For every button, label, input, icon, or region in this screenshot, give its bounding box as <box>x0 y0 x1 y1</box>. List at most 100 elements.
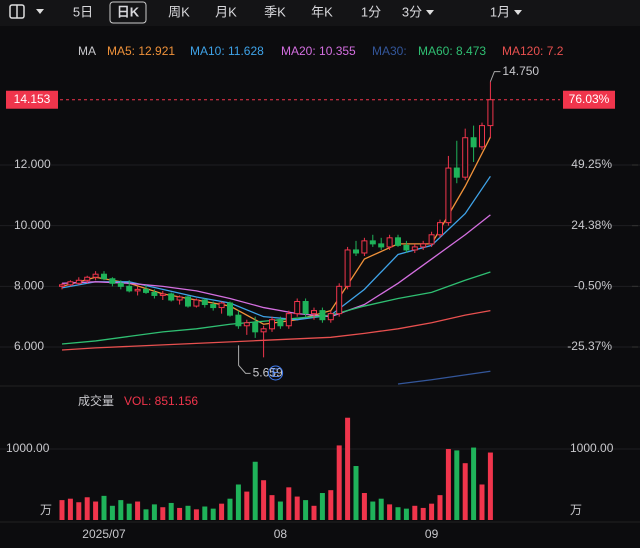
volume-bar <box>412 505 418 520</box>
candle-body <box>285 313 292 327</box>
candle-body <box>218 302 225 309</box>
candle-body <box>487 99 494 127</box>
volume-bar <box>109 505 115 520</box>
candle-body <box>311 310 317 315</box>
candle-body <box>319 310 326 321</box>
candle-body <box>369 240 376 245</box>
volume-unit: 万 <box>40 503 52 517</box>
volume-legend: VOL: 851.156 <box>124 394 198 408</box>
volume-bar <box>235 484 241 520</box>
candle-body <box>151 291 158 296</box>
volume-bar <box>445 448 451 520</box>
candle-body <box>470 137 477 148</box>
tab[interactable]: 1分 <box>361 4 381 19</box>
tab-selected-box <box>109 1 147 24</box>
volume-bar <box>168 502 174 520</box>
volume-bar <box>160 507 166 520</box>
low-label: 5.659 <box>253 366 283 380</box>
dropdown-arrow[interactable] <box>426 10 434 15</box>
candle-body <box>252 322 259 333</box>
candle-body <box>134 288 141 292</box>
tab[interactable]: 1月 <box>490 4 510 19</box>
y-tick-label: 12.000 <box>14 157 51 171</box>
candle-body <box>243 322 250 327</box>
ma-line <box>61 309 491 351</box>
high-leader <box>489 71 501 82</box>
volume-bar <box>269 495 275 520</box>
candle-body <box>302 301 309 315</box>
volume-bar <box>361 493 367 520</box>
candle-body <box>445 167 452 224</box>
candle-body <box>403 244 410 251</box>
candle-body <box>101 273 107 280</box>
volume-bar <box>286 487 292 520</box>
candle-body <box>260 328 267 333</box>
x-tick-label: 2025/07 <box>82 527 126 541</box>
tab[interactable]: 月K <box>215 4 237 19</box>
candle-body <box>269 319 275 330</box>
dropdown-arrow[interactable] <box>36 9 44 14</box>
volume-bar <box>336 445 342 520</box>
tab[interactable]: 日K <box>117 4 140 19</box>
volume-bar <box>487 452 493 520</box>
candle-body <box>453 167 460 178</box>
last-price: 14.153 <box>14 92 51 106</box>
candle-body <box>210 304 217 309</box>
candle-body <box>126 285 133 292</box>
volume-bar <box>479 484 485 520</box>
volume-title: 成交量 <box>78 393 114 408</box>
volume-bar <box>135 501 141 520</box>
volume-bar <box>118 500 124 520</box>
high-label: 14.750 <box>502 64 539 78</box>
volume-bar <box>67 498 73 520</box>
candle-body <box>109 278 116 284</box>
legend-entry: MA20: 10.355 <box>281 44 356 58</box>
event-marker-circle[interactable] <box>268 365 284 381</box>
volume-bar <box>277 501 283 520</box>
candle-body <box>395 237 401 246</box>
candle-body <box>277 319 284 327</box>
candle-body <box>84 276 91 281</box>
candle-body <box>386 237 393 248</box>
volume-bar <box>420 507 426 520</box>
candle-body <box>336 285 343 315</box>
tab[interactable]: 5日 <box>73 4 93 19</box>
event-marker[interactable]: E <box>272 366 280 380</box>
volume-bar <box>454 450 460 520</box>
volume-bar <box>395 507 401 520</box>
candle-body <box>67 281 74 286</box>
volume-bar <box>311 505 317 520</box>
candle-body <box>378 243 385 248</box>
low-leader <box>238 345 251 374</box>
ma-line <box>397 370 491 385</box>
volume-bar <box>429 503 435 520</box>
candle-body <box>361 240 368 254</box>
legend-entry: MA60: 8.473 <box>418 44 486 58</box>
dropdown-arrow[interactable] <box>514 10 522 15</box>
candle-body <box>176 296 183 301</box>
tab[interactable]: 季K <box>264 4 286 19</box>
volume-bar <box>177 507 183 520</box>
candle-body <box>420 243 427 248</box>
volume-bar <box>387 504 393 520</box>
tab[interactable]: 3分 <box>402 4 422 19</box>
candle-body <box>143 288 149 293</box>
volume-bar <box>202 506 208 520</box>
tab[interactable]: 年K <box>311 4 333 19</box>
legend-entry: MA5: 12.921 <box>107 44 175 58</box>
volume-bar <box>294 496 300 520</box>
candle-body <box>75 279 82 284</box>
tab[interactable]: 周K <box>168 4 190 19</box>
legend-entry: MA30: <box>372 44 407 58</box>
y2-tick-label: -25.37% <box>567 339 612 353</box>
volume-bar <box>462 463 468 520</box>
volume-bar <box>185 505 191 520</box>
volume-unit: 万 <box>570 503 582 517</box>
volume-bar <box>210 508 216 520</box>
last-change: 76.03% <box>569 92 610 106</box>
volume-bar <box>84 497 90 520</box>
volume-bar <box>345 417 351 520</box>
volume-bar <box>101 495 107 520</box>
y2-tick-label: 24.38% <box>571 218 612 232</box>
candle-body <box>117 282 124 287</box>
